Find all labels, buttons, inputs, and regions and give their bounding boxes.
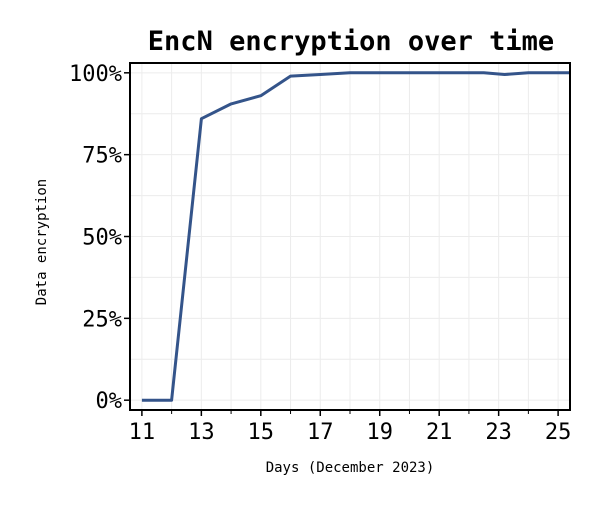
x-tick-label: 25 — [545, 420, 572, 445]
series-line-0 — [141, 71, 570, 402]
chart-title: EncN encryption over time — [148, 26, 554, 57]
x-tick-label: 13 — [188, 420, 215, 445]
x-tick-label: 21 — [426, 420, 453, 445]
x-tick-label: 15 — [248, 420, 275, 445]
x-tick-label: 19 — [366, 420, 393, 445]
y-tick-label: 25% — [82, 307, 122, 332]
y-tick-label: 100% — [69, 62, 122, 87]
y-tick-label: 75% — [82, 144, 122, 169]
y-tick-label: 50% — [82, 226, 122, 251]
series-layer — [141, 71, 570, 402]
y-tick-label: 0% — [96, 389, 123, 414]
x-tick-label: 17 — [307, 420, 334, 445]
x-tick-label: 23 — [485, 420, 512, 445]
x-tick-label: 11 — [129, 420, 156, 445]
y-axis-label: Data encryption — [34, 179, 50, 305]
x-axis: 11 13 15 17 19 21 23 25 — [129, 410, 572, 445]
x-axis-label: Days (December 2023) — [266, 460, 435, 476]
y-axis: 0% 25% 50% 75% 100% — [69, 62, 130, 414]
